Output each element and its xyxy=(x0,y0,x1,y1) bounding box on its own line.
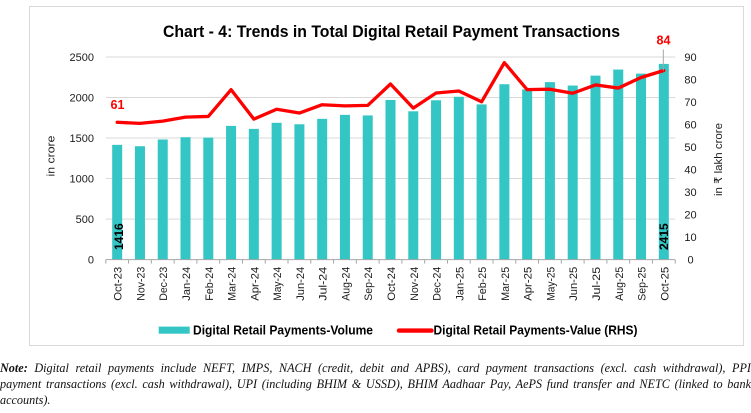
svg-text:50: 50 xyxy=(684,142,696,154)
svg-text:Jan-24: Jan-24 xyxy=(181,267,193,301)
svg-text:10: 10 xyxy=(684,232,696,244)
svg-text:1500: 1500 xyxy=(70,133,94,145)
svg-text:1416: 1416 xyxy=(112,223,126,250)
svg-text:0: 0 xyxy=(687,255,693,267)
svg-text:Feb-25: Feb-25 xyxy=(477,267,489,301)
svg-text:61: 61 xyxy=(111,98,125,112)
svg-text:Sep-24: Sep-24 xyxy=(363,267,375,301)
svg-text:0: 0 xyxy=(88,255,94,267)
svg-text:in ₹ lakh crore: in ₹ lakh crore xyxy=(713,123,725,196)
svg-text:Jul-24: Jul-24 xyxy=(318,267,330,301)
svg-text:Sep-25: Sep-25 xyxy=(637,267,649,301)
svg-text:Mar-25: Mar-25 xyxy=(500,267,512,301)
svg-text:500: 500 xyxy=(76,214,94,226)
svg-text:in crore: in crore xyxy=(46,136,58,177)
svg-text:84: 84 xyxy=(657,34,671,48)
svg-text:May-24: May-24 xyxy=(272,267,284,301)
svg-text:2500: 2500 xyxy=(70,52,94,64)
svg-text:Apr-25: Apr-25 xyxy=(523,267,535,301)
svg-text:Jun-25: Jun-25 xyxy=(568,267,580,301)
svg-text:60: 60 xyxy=(684,119,696,131)
svg-text:1000: 1000 xyxy=(70,173,94,185)
svg-text:80: 80 xyxy=(684,74,696,86)
svg-text:20: 20 xyxy=(684,209,696,221)
svg-text:70: 70 xyxy=(684,97,696,109)
svg-text:2415: 2415 xyxy=(657,223,671,250)
svg-text:Feb-24: Feb-24 xyxy=(204,267,216,301)
svg-text:Dec-23: Dec-23 xyxy=(158,267,170,301)
svg-text:Oct-25: Oct-25 xyxy=(659,267,671,301)
svg-text:Digital Retail Payments-Value: Digital Retail Payments-Value (RHS) xyxy=(434,323,638,338)
svg-text:May-25: May-25 xyxy=(545,267,557,301)
svg-text:Jan-25: Jan-25 xyxy=(454,267,466,301)
svg-text:Dec-24: Dec-24 xyxy=(432,267,444,301)
svg-text:Chart - 4: Trends in Total Dig: Chart - 4: Trends in Total Digital Retai… xyxy=(163,23,620,41)
svg-text:Jul-25: Jul-25 xyxy=(591,267,603,301)
svg-text:Aug-24: Aug-24 xyxy=(340,267,352,301)
svg-text:Jun-24: Jun-24 xyxy=(295,267,307,301)
svg-text:Mar-24: Mar-24 xyxy=(227,267,239,301)
svg-text:90: 90 xyxy=(684,52,696,64)
svg-text:Apr-24: Apr-24 xyxy=(249,267,261,301)
svg-text:Oct-24: Oct-24 xyxy=(386,267,398,301)
svg-text:Nov-23: Nov-23 xyxy=(135,267,147,301)
svg-text:40: 40 xyxy=(684,164,696,176)
svg-text:30: 30 xyxy=(684,187,696,199)
svg-text:Digital Retail Payments-Volume: Digital Retail Payments-Volume xyxy=(193,323,373,338)
svg-text:Aug-25: Aug-25 xyxy=(614,267,626,301)
svg-text:Nov-24: Nov-24 xyxy=(409,267,421,301)
svg-text:Oct-23: Oct-23 xyxy=(113,267,125,301)
svg-text:2000: 2000 xyxy=(70,92,94,104)
